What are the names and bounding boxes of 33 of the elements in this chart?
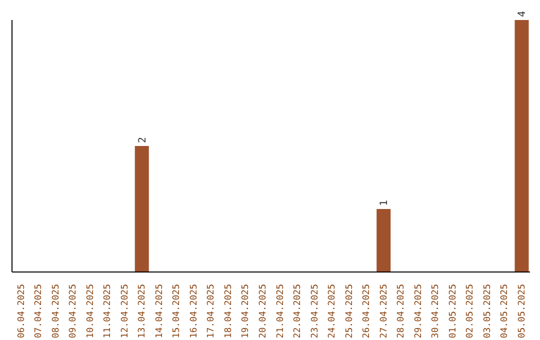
x-tick-label: 05.05.2025 bbox=[518, 284, 528, 338]
x-tick-label: 16.04.2025 bbox=[189, 284, 200, 338]
x-tick-label: 29.04.2025 bbox=[414, 284, 424, 338]
x-tick-label: 21.04.2025 bbox=[276, 284, 286, 338]
x-tick-label: 09.04.2025 bbox=[68, 284, 79, 338]
x-tick-label: 30.04.2025 bbox=[431, 284, 442, 338]
x-tick-label: 04.05.2025 bbox=[500, 284, 510, 338]
data-label: 4 bbox=[517, 10, 528, 17]
x-tick-label: 25.04.2025 bbox=[344, 284, 355, 338]
x-tick-label: 13.04.2025 bbox=[138, 284, 148, 338]
x-tick-label: 11.04.2025 bbox=[103, 284, 114, 338]
x-tick-label: 17.04.2025 bbox=[206, 284, 217, 338]
x-tick-label: 01.05.2025 bbox=[448, 284, 458, 338]
x-tick-label: 26.04.2025 bbox=[362, 284, 372, 338]
x-tick-label: 08.04.2025 bbox=[51, 284, 62, 338]
x-tick-label: 22.04.2025 bbox=[293, 284, 304, 338]
x-tick-label: 23.04.2025 bbox=[310, 284, 320, 338]
x-tick-label: 19.04.2025 bbox=[241, 284, 252, 338]
x-tick-label: 03.05.2025 bbox=[482, 284, 493, 338]
x-tick-label: 24.04.2025 bbox=[328, 284, 338, 338]
x-tick-label: 20.04.2025 bbox=[258, 284, 269, 338]
x-tick-label: 28.04.2025 bbox=[396, 284, 407, 338]
x-tick-label: 12.04.2025 bbox=[120, 284, 130, 338]
x-tick-label: 02.05.2025 bbox=[466, 284, 476, 338]
x-tick-label: 06.04.2025 bbox=[16, 284, 27, 338]
x-tick-label: 18.04.2025 bbox=[224, 284, 234, 338]
x-tick-label: 10.04.2025 bbox=[86, 284, 96, 338]
data-label: 2 bbox=[137, 136, 148, 143]
x-tick-label: 27.04.2025 bbox=[379, 284, 390, 338]
x-tick-label: 07.04.2025 bbox=[34, 284, 44, 338]
data-label: 1 bbox=[379, 200, 390, 206]
x-tick-label: 14.04.2025 bbox=[154, 284, 165, 338]
x-tick-label: 15.04.2025 bbox=[172, 284, 182, 338]
